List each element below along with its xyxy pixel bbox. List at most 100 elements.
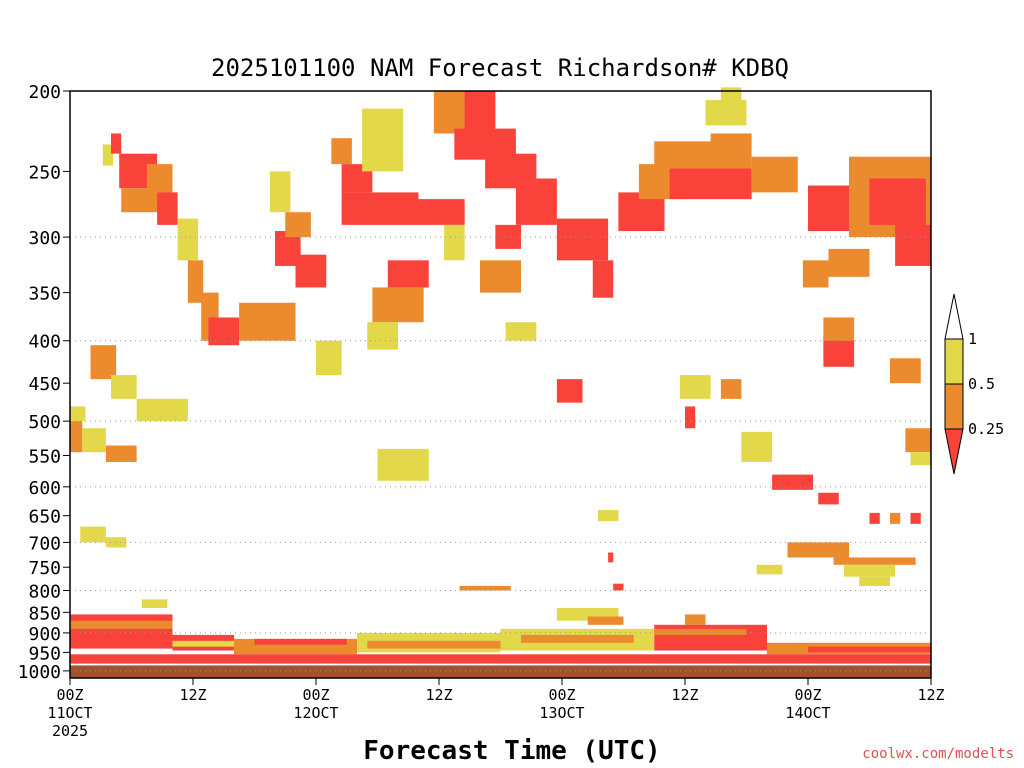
ri-cell-red	[869, 512, 880, 524]
y-tick-label-200: 200	[28, 82, 61, 103]
x-tick-label-84-0: 12Z	[917, 686, 944, 704]
y-tick-label-950: 950	[28, 643, 61, 664]
ri-cell-yellow	[172, 640, 234, 647]
ri-cell-red	[808, 646, 931, 653]
ri-cell-yellow	[679, 375, 711, 399]
ri-cell-orange	[285, 212, 311, 238]
ri-cell-red	[823, 336, 855, 367]
ri-cell-orange	[331, 138, 352, 165]
ri-cell-orange	[654, 628, 747, 635]
ri-cell-red	[208, 317, 240, 346]
ri-cell-yellow	[859, 576, 890, 586]
y-tick-label-350: 350	[28, 284, 61, 305]
ri-cell-yellow	[269, 171, 291, 213]
plot-area	[70, 87, 931, 678]
ri-cell-red	[895, 224, 931, 266]
ri-cell-red	[869, 178, 926, 225]
y-tick-label-400: 400	[28, 332, 61, 353]
y-tick-label-300: 300	[28, 228, 61, 249]
ri-cell-yellow	[444, 224, 465, 261]
ri-cell-yellow	[843, 564, 896, 577]
legend-bin-yellow	[944, 338, 964, 385]
legend-label-1: 0.5	[968, 375, 995, 393]
colorbar-legend: 1 0.5 0.25	[944, 293, 1004, 475]
x-tick-label-24-1: 12OCT	[293, 704, 338, 722]
y-axis: 200 250 300 350 400 450 500 550 600 650 700 7508008…	[18, 82, 70, 683]
ri-cell-yellow	[367, 322, 398, 350]
ri-cell-red	[685, 406, 696, 429]
y-tick-label-700: 700	[28, 533, 61, 554]
x-tick-label-48-0: 00Z	[548, 686, 575, 704]
ri-cell-orange	[372, 287, 424, 323]
y-tick-label-850: 850	[28, 603, 61, 624]
legend-bin-red	[944, 428, 964, 475]
ri-cell-orange	[710, 133, 752, 169]
ri-cell-yellow	[105, 537, 127, 548]
ri-cell-yellow	[141, 599, 168, 609]
ri-cell-red	[613, 583, 624, 591]
ri-cell-yellow	[316, 340, 342, 376]
ri-cell-red	[592, 260, 614, 298]
grid-lines	[70, 236, 931, 672]
ri-cell-orange	[823, 317, 855, 341]
ri-cell-yellow	[80, 526, 106, 543]
ri-cell-red	[515, 178, 557, 225]
ri-cell-red	[341, 192, 419, 225]
ri-cell-orange	[685, 614, 706, 625]
ri-cell-red	[818, 492, 839, 505]
y-tick-label-550: 550	[28, 446, 61, 467]
credit-link[interactable]: coolwx.com/modelts	[862, 746, 1014, 762]
ri-cell-red	[654, 624, 767, 651]
plot-frame	[69, 90, 932, 679]
ri-cell-orange	[587, 616, 624, 625]
x-tick-label-60-0: 12Z	[671, 686, 698, 704]
ri-cell-orange	[187, 260, 204, 303]
ri-cell-red	[295, 254, 327, 288]
legend-label-0: 1	[968, 330, 977, 348]
ri-cell-yellow	[377, 448, 429, 481]
ground-surface	[70, 665, 931, 678]
ri-cell-orange	[890, 358, 921, 384]
x-tick-label-12-0: 12Z	[179, 686, 206, 704]
ri-cell-orange	[367, 640, 501, 649]
y-tick-label-800: 800	[28, 581, 61, 602]
ri-cell-orange	[905, 428, 931, 453]
ri-cell-red	[669, 168, 752, 200]
ri-cell-red	[254, 638, 347, 645]
ri-cell-orange	[480, 260, 521, 293]
ri-cell-orange	[105, 445, 137, 462]
ri-cell-orange	[146, 164, 173, 197]
y-tick-label-600: 600	[28, 478, 61, 499]
x-tick-label-36-0: 12Z	[425, 686, 452, 704]
ri-cell-orange	[802, 260, 829, 288]
ri-cell-yellow	[756, 564, 783, 575]
ri-cell-red	[387, 260, 429, 288]
ri-cell-yellow	[597, 510, 619, 522]
y-tick-label-750: 750	[28, 558, 61, 579]
x-tick-label-72-1: 14OCT	[785, 704, 830, 722]
y-tick-label-250: 250	[28, 162, 61, 183]
ri-cell-orange	[833, 557, 916, 565]
ri-cell-yellow	[70, 406, 86, 422]
ri-cell-yellow	[102, 144, 114, 166]
ri-cell-red	[111, 133, 122, 154]
ri-cell-orange	[828, 248, 870, 277]
chart-title: 2025101100 NAM Forecast Richardson# KDBQ	[211, 54, 789, 82]
ri-cell-yellow	[136, 398, 188, 422]
ri-cell-orange	[459, 585, 511, 591]
ri-cell-red	[772, 474, 814, 490]
y-tick-label-650: 650	[28, 507, 61, 528]
ri-cell-orange	[90, 345, 117, 380]
ri-cell-red	[70, 614, 173, 649]
x-tick-label-0-1: 11OCT	[47, 704, 92, 722]
x-axis-label: Forecast Time (UTC)	[363, 736, 660, 766]
x-tick-label-24-0: 00Z	[302, 686, 329, 704]
ri-cell-red	[608, 552, 614, 563]
ri-cell-red	[808, 185, 849, 232]
x-tick-label-0-2: 2025	[52, 722, 88, 740]
ri-cell-yellow	[362, 108, 404, 172]
ri-cell-yellow	[177, 218, 199, 261]
ri-cell-yellow	[111, 375, 137, 399]
